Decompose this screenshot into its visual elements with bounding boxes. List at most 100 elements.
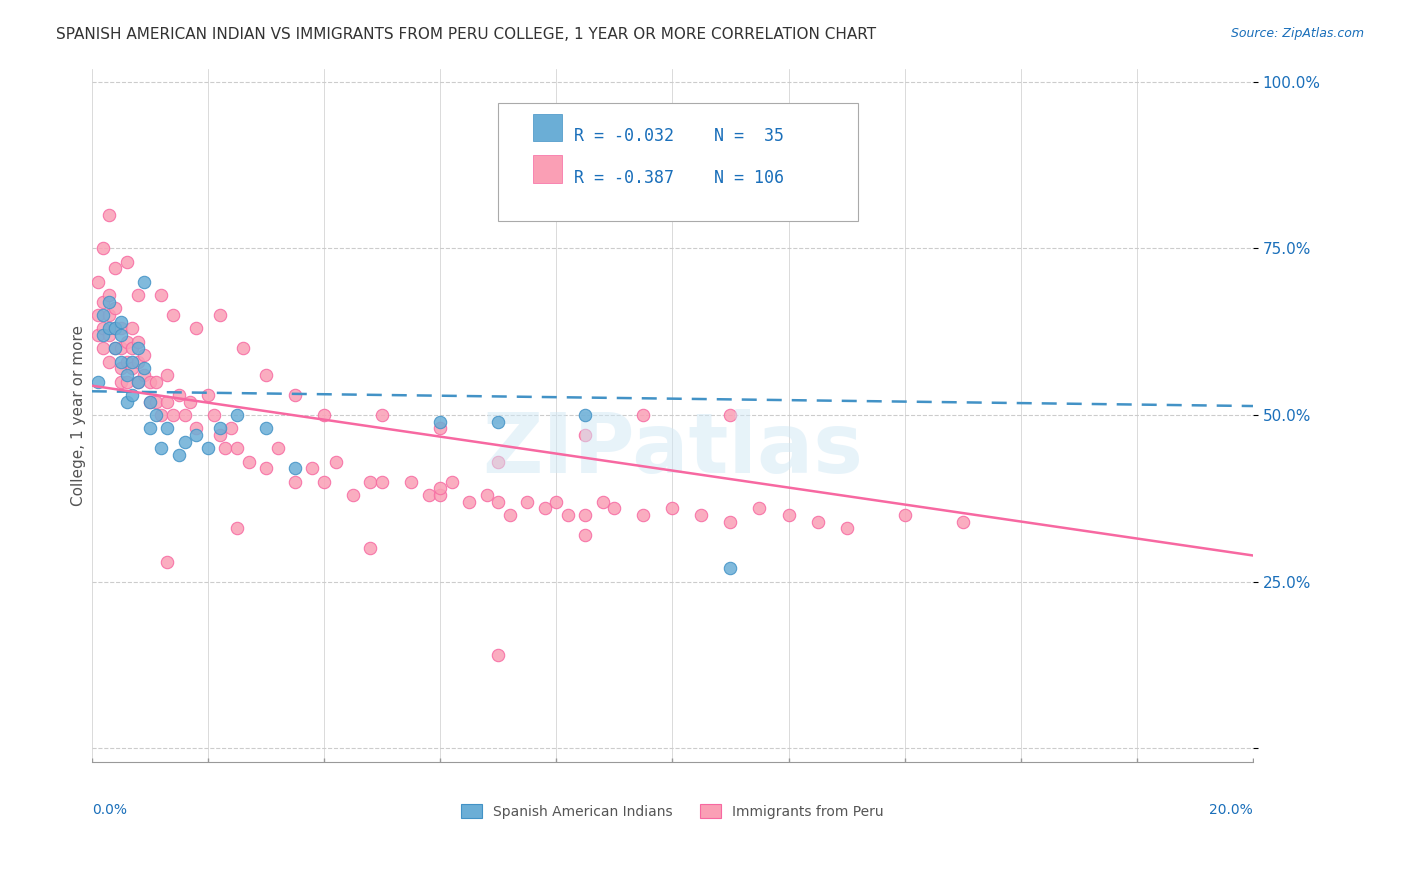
Point bbox=[486, 415, 509, 429]
Point bbox=[98, 355, 121, 369]
Point bbox=[219, 421, 242, 435]
Point bbox=[359, 541, 381, 556]
Point bbox=[150, 408, 173, 422]
Point bbox=[98, 294, 121, 309]
Point bbox=[371, 475, 394, 489]
Point bbox=[104, 342, 127, 356]
Point bbox=[93, 321, 115, 335]
Point bbox=[156, 394, 179, 409]
Point bbox=[197, 442, 219, 456]
Text: Source: ZipAtlas.com: Source: ZipAtlas.com bbox=[1230, 27, 1364, 40]
Point bbox=[516, 495, 538, 509]
Point bbox=[121, 361, 143, 376]
Point bbox=[486, 495, 509, 509]
Text: R = -0.387    N = 106: R = -0.387 N = 106 bbox=[574, 169, 783, 187]
Point bbox=[110, 321, 132, 335]
Point bbox=[132, 348, 155, 362]
Point bbox=[93, 342, 115, 356]
FancyBboxPatch shape bbox=[533, 113, 562, 141]
Point bbox=[121, 342, 143, 356]
Point bbox=[208, 428, 231, 442]
Text: R = -0.032    N =  35: R = -0.032 N = 35 bbox=[574, 128, 783, 145]
Point bbox=[110, 375, 132, 389]
Point bbox=[132, 361, 155, 376]
Point bbox=[301, 461, 323, 475]
Point bbox=[254, 421, 277, 435]
Point bbox=[127, 375, 149, 389]
Point bbox=[162, 408, 184, 422]
Point bbox=[110, 342, 132, 356]
Point bbox=[952, 515, 974, 529]
Point bbox=[110, 355, 132, 369]
Point bbox=[98, 288, 121, 302]
Point bbox=[429, 415, 451, 429]
Point bbox=[533, 501, 555, 516]
Point bbox=[98, 328, 121, 343]
Point bbox=[720, 515, 742, 529]
FancyBboxPatch shape bbox=[533, 155, 562, 183]
Point bbox=[104, 321, 127, 335]
Point bbox=[167, 448, 190, 462]
Text: 0.0%: 0.0% bbox=[91, 804, 127, 817]
Point bbox=[208, 308, 231, 322]
Point bbox=[145, 394, 167, 409]
Point bbox=[557, 508, 579, 522]
Point bbox=[254, 368, 277, 383]
Point bbox=[475, 488, 498, 502]
Point bbox=[418, 488, 440, 502]
Point bbox=[208, 421, 231, 435]
Point bbox=[603, 501, 626, 516]
Point bbox=[592, 495, 614, 509]
Point bbox=[115, 394, 138, 409]
Point bbox=[202, 408, 225, 422]
Point bbox=[440, 475, 463, 489]
Point bbox=[325, 455, 347, 469]
Point bbox=[156, 421, 179, 435]
Point bbox=[110, 315, 132, 329]
Point bbox=[690, 508, 713, 522]
Point bbox=[150, 442, 173, 456]
Point bbox=[429, 421, 451, 435]
Point bbox=[173, 434, 195, 449]
Point bbox=[104, 261, 127, 276]
Point bbox=[98, 208, 121, 222]
Point bbox=[574, 528, 596, 542]
Point bbox=[720, 561, 742, 575]
Point bbox=[93, 328, 115, 343]
Point bbox=[115, 355, 138, 369]
Point bbox=[399, 475, 422, 489]
Point bbox=[115, 334, 138, 349]
Point bbox=[86, 308, 108, 322]
Point bbox=[127, 334, 149, 349]
Point bbox=[893, 508, 915, 522]
Point bbox=[226, 442, 249, 456]
Y-axis label: College, 1 year or more: College, 1 year or more bbox=[72, 325, 86, 506]
Point bbox=[115, 375, 138, 389]
Point bbox=[778, 508, 800, 522]
Point bbox=[499, 508, 522, 522]
Point bbox=[312, 475, 335, 489]
Point bbox=[574, 428, 596, 442]
Point bbox=[806, 515, 828, 529]
Point bbox=[121, 321, 143, 335]
Point bbox=[835, 521, 858, 535]
Point bbox=[238, 455, 260, 469]
Point bbox=[156, 555, 179, 569]
Point bbox=[748, 501, 770, 516]
Point bbox=[633, 408, 655, 422]
Point bbox=[226, 521, 249, 535]
Point bbox=[98, 308, 121, 322]
Point bbox=[546, 495, 568, 509]
Point bbox=[162, 308, 184, 322]
Text: SPANISH AMERICAN INDIAN VS IMMIGRANTS FROM PERU COLLEGE, 1 YEAR OR MORE CORRELAT: SPANISH AMERICAN INDIAN VS IMMIGRANTS FR… bbox=[56, 27, 876, 42]
Point bbox=[458, 495, 481, 509]
Point bbox=[574, 508, 596, 522]
Point bbox=[110, 361, 132, 376]
Point bbox=[139, 421, 162, 435]
Point bbox=[371, 408, 394, 422]
Point bbox=[214, 442, 236, 456]
Point bbox=[150, 288, 173, 302]
Point bbox=[661, 501, 683, 516]
Point bbox=[359, 475, 381, 489]
Point bbox=[115, 368, 138, 383]
